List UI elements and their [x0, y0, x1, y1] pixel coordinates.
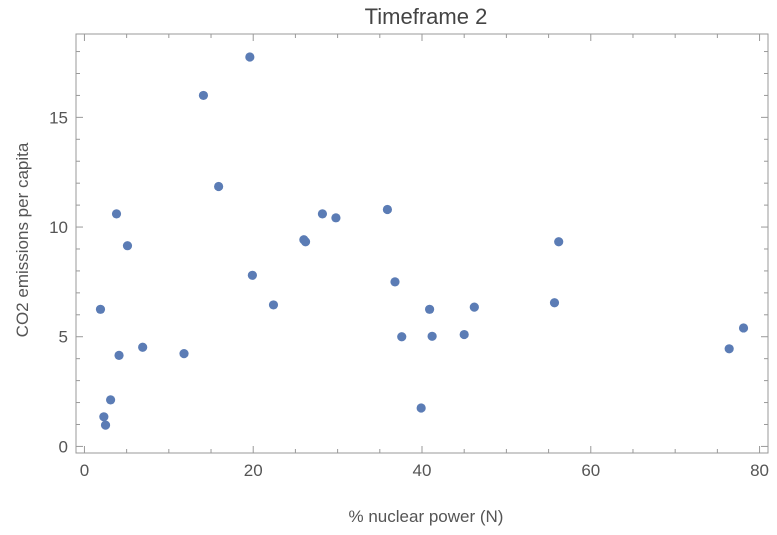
- data-point: [549, 298, 560, 308]
- data-point: [198, 90, 209, 101]
- y-tick-label: 5: [59, 328, 68, 347]
- data-point: [424, 304, 435, 314]
- data-point: [214, 181, 224, 192]
- data-point: [247, 270, 257, 280]
- chart-title: Timeframe 2: [365, 4, 488, 29]
- data-point: [724, 344, 734, 354]
- data-point: [122, 241, 133, 251]
- data-point: [459, 329, 469, 340]
- data-point: [738, 323, 749, 333]
- data-point: [416, 403, 426, 413]
- x-tick-label: 0: [80, 461, 89, 480]
- data-point: [554, 237, 564, 247]
- data-point: [469, 302, 479, 312]
- axis-ticks: [76, 34, 768, 453]
- data-point: [111, 209, 122, 219]
- data-point: [300, 237, 311, 247]
- x-tick-label: 60: [581, 461, 600, 480]
- data-point: [245, 52, 255, 62]
- x-tick-label: 20: [244, 461, 263, 480]
- x-tick-label: 80: [750, 461, 769, 480]
- data-point: [382, 204, 392, 215]
- data-point: [317, 209, 328, 219]
- data-points: [95, 52, 749, 430]
- data-point: [100, 420, 111, 430]
- y-tick-label: 0: [59, 437, 68, 456]
- data-point: [138, 342, 148, 352]
- x-axis-label: % nuclear power (N): [349, 507, 504, 526]
- data-point: [179, 349, 189, 359]
- y-axis-label: CO2 emissions per capita: [13, 142, 32, 337]
- axis-tick-labels: 0 20 40 60 80 0 5 10 15: [49, 108, 769, 480]
- data-point: [95, 304, 106, 314]
- data-point: [106, 395, 116, 405]
- data-point: [331, 213, 341, 223]
- data-point: [427, 331, 437, 341]
- data-point: [268, 300, 279, 310]
- data-point: [99, 412, 109, 422]
- x-tick-label: 40: [413, 461, 432, 480]
- data-point: [114, 350, 124, 360]
- y-tick-label: 15: [49, 108, 68, 127]
- data-point: [390, 277, 400, 287]
- plot-frame: [75, 33, 769, 454]
- data-point: [397, 332, 407, 342]
- y-tick-label: 10: [49, 218, 68, 237]
